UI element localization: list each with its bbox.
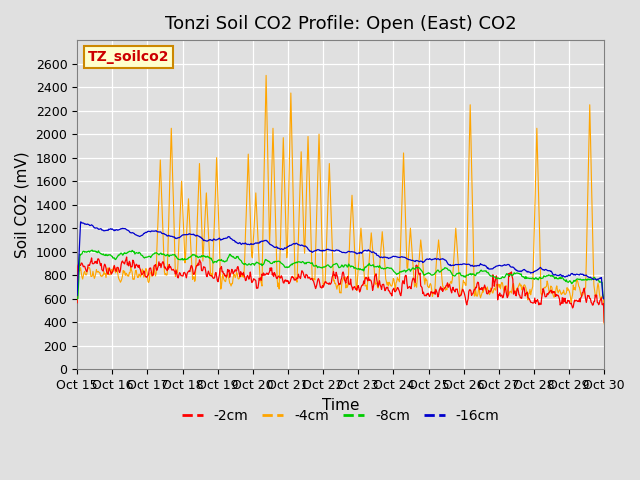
-16cm: [600, 296, 608, 301]
X-axis label: Time: Time: [322, 397, 360, 412]
-8cm: [600, 296, 608, 301]
-16cm: [74, 293, 81, 299]
-16cm: [233, 240, 241, 245]
-16cm: [425, 256, 433, 262]
-4cm: [135, 271, 143, 277]
-16cm: [396, 254, 403, 260]
-16cm: [600, 296, 607, 301]
-4cm: [425, 285, 433, 290]
-2cm: [136, 265, 143, 271]
-8cm: [259, 262, 266, 268]
-4cm: [258, 283, 266, 289]
-16cm: [77, 219, 84, 225]
-4cm: [74, 300, 81, 305]
-16cm: [259, 239, 266, 244]
-2cm: [600, 319, 608, 325]
-8cm: [396, 270, 403, 276]
-8cm: [88, 247, 96, 253]
-16cm: [136, 234, 143, 240]
-2cm: [259, 273, 266, 278]
Line: -4cm: -4cm: [77, 75, 604, 324]
-8cm: [279, 262, 287, 267]
-4cm: [232, 273, 240, 279]
-8cm: [136, 250, 143, 256]
-4cm: [396, 279, 403, 285]
-2cm: [425, 293, 433, 299]
Line: -16cm: -16cm: [77, 222, 604, 299]
-4cm: [600, 321, 608, 327]
Line: -2cm: -2cm: [77, 257, 604, 322]
-2cm: [396, 288, 403, 294]
-8cm: [233, 253, 241, 259]
Legend: -2cm, -4cm, -8cm, -16cm: -2cm, -4cm, -8cm, -16cm: [177, 403, 505, 428]
-8cm: [74, 296, 81, 301]
Y-axis label: Soil CO2 (mV): Soil CO2 (mV): [15, 151, 30, 258]
Title: Tonzi Soil CO2 Profile: Open (East) CO2: Tonzi Soil CO2 Profile: Open (East) CO2: [165, 15, 516, 33]
-8cm: [425, 270, 433, 276]
Line: -8cm: -8cm: [77, 250, 604, 299]
-2cm: [233, 268, 241, 274]
-4cm: [279, 159, 287, 165]
-2cm: [123, 254, 131, 260]
-16cm: [279, 247, 287, 252]
-4cm: [262, 72, 270, 78]
Text: TZ_soilco2: TZ_soilco2: [88, 50, 169, 64]
-2cm: [279, 277, 287, 283]
-2cm: [74, 300, 81, 306]
